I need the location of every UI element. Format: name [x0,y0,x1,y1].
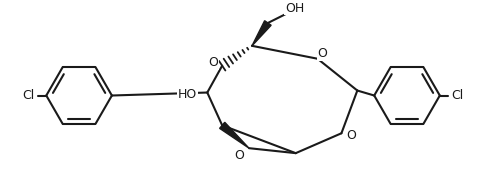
Polygon shape [252,21,271,46]
Text: O: O [317,47,327,60]
Text: Cl: Cl [451,89,463,102]
Text: O: O [208,56,218,69]
Polygon shape [219,122,248,148]
Text: O: O [346,129,356,142]
Text: O: O [233,149,243,162]
Text: Cl: Cl [22,89,35,102]
Text: OH: OH [285,2,304,15]
Text: HO: HO [177,88,196,101]
